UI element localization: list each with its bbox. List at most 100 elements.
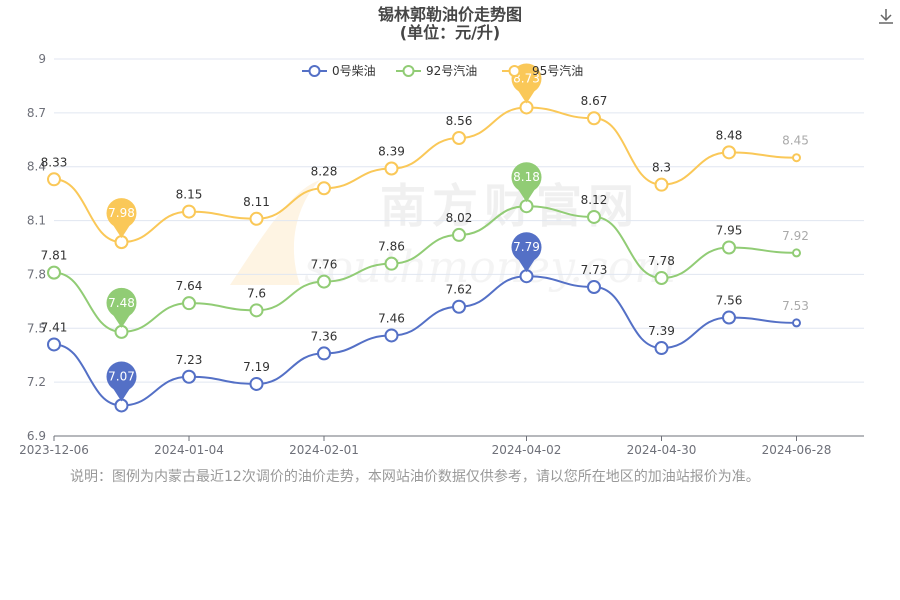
marker-pin: 8.18: [511, 162, 542, 203]
x-tick-label: 2024-06-28: [762, 443, 832, 457]
data-label: 7.95: [716, 224, 743, 238]
marker-pin-head: [511, 232, 542, 263]
marker-pin-label: 7.79: [513, 240, 540, 254]
marker-pin: 7.48: [106, 287, 137, 328]
legend[interactable]: 0号柴油 92号汽油 95号汽油: [302, 63, 583, 78]
data-point: [452, 299, 466, 314]
chart-title: 锡林郭勒油价走势图: [378, 5, 522, 24]
marker-pin: 7.07: [106, 361, 137, 402]
watermark: 南方财富网 southmoney.com: [230, 179, 676, 293]
marker-pin-head: [106, 361, 137, 392]
data-point: [587, 111, 601, 126]
data-label: 7.86: [378, 240, 405, 254]
data-point: [384, 161, 399, 176]
marker-pin-label: 8.18: [513, 170, 540, 184]
data-point: [654, 271, 669, 286]
data-label: 8.48: [716, 128, 743, 142]
axes: 6.9 7.2 7.5 7.8 8.1 8.4 8.7 9 2023-12-06 2024-01-…: [19, 52, 864, 457]
watermark-swoosh: [230, 180, 320, 285]
data-point: [182, 296, 196, 311]
marker-pin-label: 7.98: [108, 206, 135, 220]
data-label: 7.6: [247, 286, 266, 300]
marker-pin-label: 8.73: [513, 71, 540, 85]
data-point: [792, 153, 801, 163]
x-tick-label: 2023-12-06: [19, 443, 89, 457]
data-point: [722, 145, 736, 160]
data-point: [654, 177, 669, 192]
data-label: 8.11: [243, 195, 270, 209]
y-tick-label: 7.8: [27, 267, 46, 281]
data-label: 7.81: [41, 249, 68, 263]
data-label: 8.56: [446, 114, 473, 128]
series-group: 7.41 7.23 7.19 7.36 7.46 7.62 7.73 7.39 7.56 7.53…: [41, 63, 809, 413]
series-2: 8.33 8.15 8.11 8.28 8.39 8.56 8.67 8.3 8.48 8.45 7…: [41, 63, 809, 250]
marker-pin-label: 7.48: [108, 296, 135, 310]
data-point: [182, 204, 196, 219]
data-label: 7.19: [243, 360, 270, 374]
legend-marker: [308, 65, 321, 77]
y-tick-label: 6.9: [27, 429, 46, 443]
data-label: 7.41: [41, 320, 68, 334]
marker-pin-head: [106, 198, 137, 229]
data-point: [47, 337, 61, 352]
legend-item-1[interactable]: 92号汽油: [396, 63, 477, 78]
y-tick-label: 8.1: [27, 214, 46, 228]
y-tick-label: 7.5: [27, 321, 46, 335]
data-label: 7.53: [782, 299, 809, 313]
data-point: [384, 256, 399, 271]
data-point: [47, 265, 61, 280]
data-label: 7.76: [311, 258, 338, 272]
legend-marker: [402, 65, 415, 77]
watermark-cn: 南方财富网: [380, 179, 640, 233]
legend-label: 92号汽油: [426, 63, 477, 78]
data-label: 7.62: [446, 283, 473, 297]
series-1: 7.81 7.64 7.6 7.76 7.86 8.02 8.12 7.78 7.95 7.92 7…: [41, 162, 809, 339]
data-point: [452, 130, 466, 145]
data-point: [587, 279, 601, 294]
marker-pin: 7.98: [106, 198, 137, 239]
data-point: [792, 248, 801, 258]
data-label: 7.46: [378, 311, 405, 325]
marker-pin: 7.79: [511, 232, 542, 273]
x-tick-label: 2024-04-30: [627, 443, 697, 457]
chart-subtitle: (单位：元/升): [400, 23, 500, 42]
legend-item-0[interactable]: 0号柴油: [302, 64, 376, 78]
data-point: [317, 181, 331, 196]
data-label: 7.23: [176, 353, 203, 367]
data-label: 8.28: [311, 164, 338, 178]
data-label: 8.02: [446, 211, 473, 225]
data-label: 8.39: [378, 145, 405, 159]
legend-marker: [508, 65, 521, 77]
legend-item-2[interactable]: 95号汽油: [502, 63, 583, 78]
y-tick-label: 8.7: [27, 106, 46, 120]
data-point: [722, 240, 736, 255]
data-label: 7.39: [648, 324, 675, 338]
data-point: [249, 303, 264, 318]
x-tick-label: 2024-01-04: [154, 443, 224, 457]
data-point: [654, 341, 669, 356]
y-tick-label: 7.2: [27, 375, 46, 389]
data-label: 7.36: [311, 329, 338, 343]
data-point: [249, 211, 264, 226]
data-label: 8.67: [581, 94, 608, 108]
series-0: 7.41 7.23 7.19 7.36 7.46 7.62 7.73 7.39 7.56 7.53…: [41, 232, 809, 413]
marker-pin-head: [511, 162, 542, 193]
data-point: [452, 227, 466, 242]
data-label: 8.12: [581, 193, 608, 207]
download-icon[interactable]: [876, 6, 896, 26]
x-tick-label: 2024-04-02: [492, 443, 562, 457]
data-label: 7.64: [176, 279, 203, 293]
data-label: 7.78: [648, 254, 675, 268]
data-point: [792, 318, 801, 328]
data-point: [317, 346, 331, 361]
x-tick-label: 2024-02-01: [289, 443, 359, 457]
legend-label: 95号汽油: [532, 63, 583, 78]
y-tick-label: 8.4: [27, 160, 46, 174]
data-label: 7.92: [782, 229, 809, 243]
data-point: [249, 376, 264, 391]
grid-lines: [54, 58, 864, 437]
data-point: [384, 328, 399, 343]
data-point: [722, 310, 736, 325]
data-label: 7.56: [716, 294, 743, 308]
